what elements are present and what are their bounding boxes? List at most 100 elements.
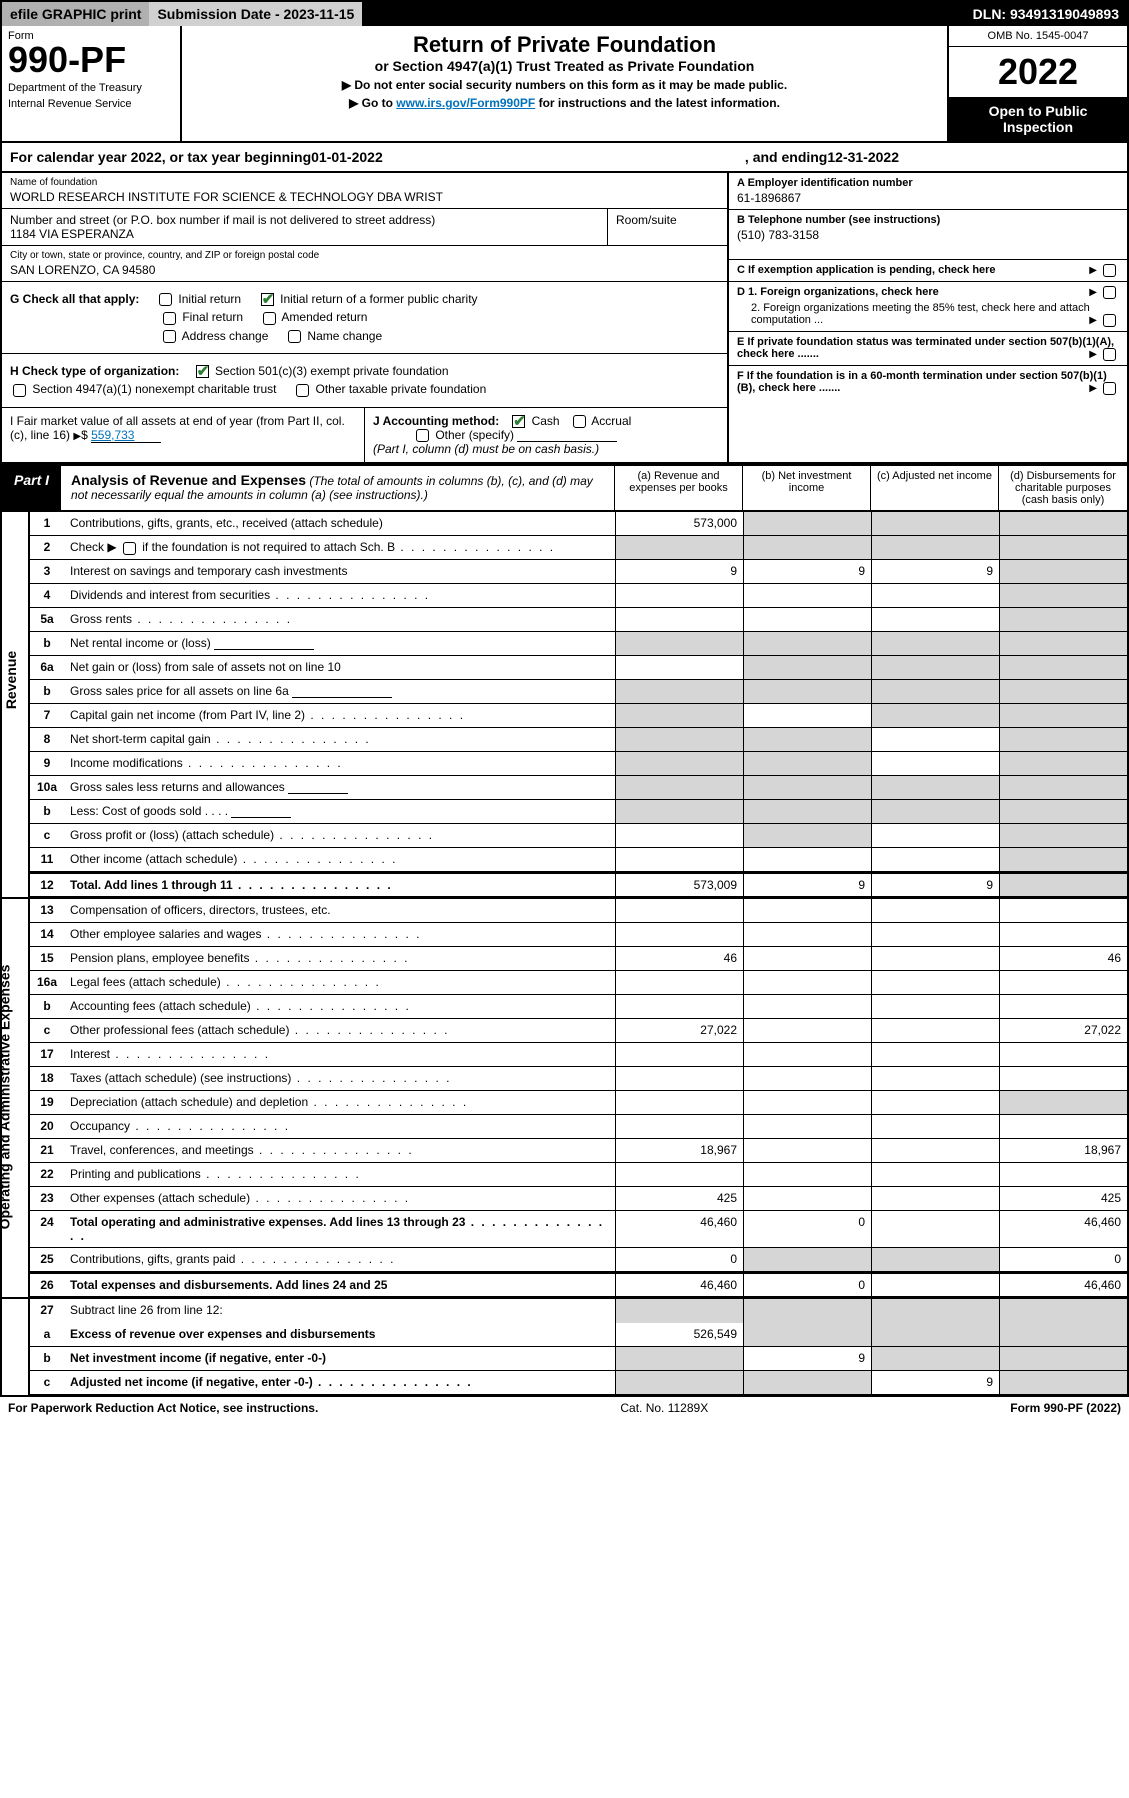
other-specify-checkbox[interactable] bbox=[416, 429, 429, 442]
r23-a: 425 bbox=[615, 1187, 743, 1210]
r6b-input[interactable] bbox=[292, 684, 392, 698]
form-title: Return of Private Foundation bbox=[188, 32, 941, 58]
initial-former-checkbox[interactable] bbox=[261, 293, 274, 306]
g-label: G Check all that apply: bbox=[10, 292, 139, 306]
row-23-desc: Other expenses (attach schedule) bbox=[64, 1187, 615, 1210]
irs-label: Internal Revenue Service bbox=[8, 98, 174, 110]
r27a-a: 526,549 bbox=[615, 1323, 743, 1346]
name-label: Name of foundation bbox=[10, 177, 719, 188]
form-number: 990-PF bbox=[8, 42, 174, 78]
row-2-desc: Check ▶ if the foundation is not require… bbox=[64, 536, 615, 559]
row-27-section: 27Subtract line 26 from line 12: aExcess… bbox=[2, 1297, 1127, 1395]
row-13-desc: Compensation of officers, directors, tru… bbox=[64, 899, 615, 922]
address-change-checkbox[interactable] bbox=[163, 330, 176, 343]
row-27c-desc: Adjusted net income (if negative, enter … bbox=[64, 1371, 615, 1394]
r27c-c: 9 bbox=[871, 1371, 999, 1394]
initial-return-checkbox[interactable] bbox=[159, 293, 172, 306]
row-27b-desc: Net investment income (if negative, ente… bbox=[64, 1347, 615, 1370]
r12-c: 9 bbox=[871, 874, 999, 896]
row-15-desc: Pension plans, employee benefits bbox=[64, 947, 615, 970]
calendar-year-row: For calendar year 2022, or tax year begi… bbox=[2, 143, 1127, 173]
501c3-checkbox[interactable] bbox=[196, 365, 209, 378]
d2-label: 2. Foreign organizations meeting the 85%… bbox=[751, 302, 1090, 326]
row-20-desc: Occupancy bbox=[64, 1115, 615, 1138]
r15-a: 46 bbox=[615, 947, 743, 970]
other-specify-input[interactable] bbox=[517, 428, 617, 442]
i-label: I Fair market value of all assets at end… bbox=[10, 414, 345, 442]
row-8-desc: Net short-term capital gain bbox=[64, 728, 615, 751]
row-16a-desc: Legal fees (attach schedule) bbox=[64, 971, 615, 994]
row-19-desc: Depreciation (attach schedule) and deple… bbox=[64, 1091, 615, 1114]
row-22-desc: Printing and publications bbox=[64, 1163, 615, 1186]
phone-label: B Telephone number (see instructions) bbox=[737, 214, 940, 226]
name-change-checkbox[interactable] bbox=[288, 330, 301, 343]
final-return-label: Final return bbox=[182, 310, 243, 324]
other-taxable-checkbox[interactable] bbox=[296, 384, 309, 397]
r24-d: 46,460 bbox=[999, 1211, 1127, 1247]
r27b-b: 9 bbox=[743, 1347, 871, 1370]
r26-b: 0 bbox=[743, 1274, 871, 1296]
footer-left: For Paperwork Reduction Act Notice, see … bbox=[8, 1401, 318, 1415]
d2-checkbox[interactable] bbox=[1103, 314, 1116, 327]
r10a-input[interactable] bbox=[288, 780, 348, 794]
row-10b-desc: Less: Cost of goods sold . . . . bbox=[64, 800, 615, 823]
d1-checkbox[interactable] bbox=[1103, 286, 1116, 299]
row-10c-desc: Gross profit or (loss) (attach schedule) bbox=[64, 824, 615, 847]
arrow-icon bbox=[1089, 264, 1097, 276]
r24-a: 46,460 bbox=[615, 1211, 743, 1247]
e-checkbox[interactable] bbox=[1103, 348, 1116, 361]
accrual-checkbox[interactable] bbox=[573, 415, 586, 428]
row-14-desc: Other employee salaries and wages bbox=[64, 923, 615, 946]
ein-label: A Employer identification number bbox=[737, 177, 913, 189]
expenses-section: Operating and Administrative Expenses 13… bbox=[2, 897, 1127, 1297]
e-label: E If private foundation status was termi… bbox=[737, 336, 1114, 360]
initial-return-label: Initial return bbox=[178, 292, 241, 306]
r25-d: 0 bbox=[999, 1248, 1127, 1271]
tax-year: 2022 bbox=[949, 47, 1127, 97]
foundation-name: WORLD RESEARCH INSTITUTE FOR SCIENCE & T… bbox=[10, 190, 719, 204]
col-a-head: (a) Revenue and expenses per books bbox=[615, 466, 743, 510]
revenue-side-label: Revenue bbox=[2, 512, 30, 897]
name-change-label: Name change bbox=[307, 329, 382, 343]
address-change-label: Address change bbox=[182, 329, 269, 343]
4947-checkbox[interactable] bbox=[13, 384, 26, 397]
dln-label: DLN: 93491319049893 bbox=[965, 2, 1127, 26]
row-25-desc: Contributions, gifts, grants paid bbox=[64, 1248, 615, 1271]
addr-label: Number and street (or P.O. box number if… bbox=[10, 213, 599, 227]
row-7-desc: Capital gain net income (from Part IV, l… bbox=[64, 704, 615, 727]
r15-d: 46 bbox=[999, 947, 1127, 970]
footer-mid: Cat. No. 11289X bbox=[620, 1401, 708, 1415]
row-10a-desc: Gross sales less returns and allowances bbox=[64, 776, 615, 799]
row-11-desc: Other income (attach schedule) bbox=[64, 848, 615, 871]
room-label: Room/suite bbox=[616, 213, 719, 227]
row-26-desc: Total expenses and disbursements. Add li… bbox=[64, 1274, 615, 1296]
cash-checkbox[interactable] bbox=[512, 415, 525, 428]
row-27a-desc: Excess of revenue over expenses and disb… bbox=[64, 1323, 615, 1346]
part1-header: Part I Analysis of Revenue and Expenses … bbox=[2, 464, 1127, 512]
r5b-input[interactable] bbox=[214, 636, 314, 650]
city-value: SAN LORENZO, CA 94580 bbox=[10, 263, 719, 277]
irs-link[interactable]: www.irs.gov/Form990PF bbox=[396, 96, 535, 110]
501c3-label: Section 501(c)(3) exempt private foundat… bbox=[215, 364, 448, 378]
final-return-checkbox[interactable] bbox=[163, 312, 176, 325]
row-17-desc: Interest bbox=[64, 1043, 615, 1066]
col-c-head: (c) Adjusted net income bbox=[871, 466, 999, 510]
efile-print-label[interactable]: efile GRAPHIC print bbox=[2, 2, 149, 26]
i-value[interactable]: 559,733 bbox=[91, 428, 161, 443]
c-checkbox[interactable] bbox=[1103, 264, 1116, 277]
r25-a: 0 bbox=[615, 1248, 743, 1271]
amended-label: Amended return bbox=[281, 310, 367, 324]
f-checkbox[interactable] bbox=[1103, 382, 1116, 395]
row-24-desc: Total operating and administrative expen… bbox=[64, 1211, 615, 1247]
r24-b: 0 bbox=[743, 1211, 871, 1247]
amended-checkbox[interactable] bbox=[263, 312, 276, 325]
sch-b-checkbox[interactable] bbox=[123, 542, 136, 555]
r12-b: 9 bbox=[743, 874, 871, 896]
addr-value: 1184 VIA ESPERANZA bbox=[10, 227, 599, 241]
r10b-input[interactable] bbox=[231, 804, 291, 818]
d1-label: D 1. Foreign organizations, check here bbox=[737, 286, 939, 298]
expenses-side-label: Operating and Administrative Expenses bbox=[2, 899, 30, 1297]
row-3-desc: Interest on savings and temporary cash i… bbox=[64, 560, 615, 583]
r3-c: 9 bbox=[871, 560, 999, 583]
row-5b-desc: Net rental income or (loss) bbox=[64, 632, 615, 655]
